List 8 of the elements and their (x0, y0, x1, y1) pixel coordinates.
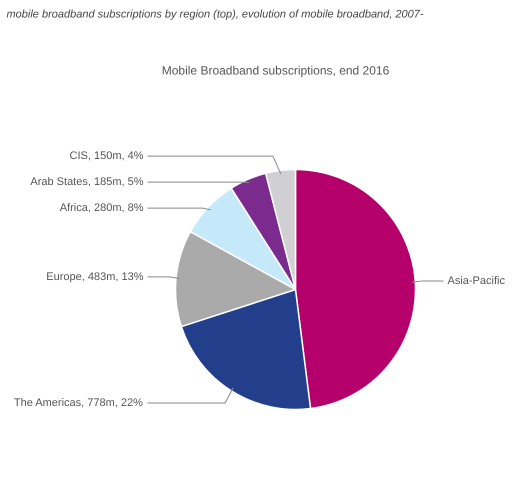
slice-label: Asia-Pacific (448, 275, 506, 288)
chart-title: mobile broadband subscriptions by region (top), evolution of mobile broadband, 2007- (6, 8, 424, 20)
slice-label: CIS, 150m, 4% (70, 150, 144, 162)
chart-subtitle: Mobile Broadband subscriptions, end 2016 (162, 64, 390, 78)
slice-label: Africa, 280m, 8% (60, 202, 144, 214)
slice-label: Arab States, 185m, 5% (30, 176, 144, 188)
slice-label: The Americas, 778m, 22% (14, 396, 144, 409)
slice-label: Europe, 483m, 13% (46, 270, 144, 283)
